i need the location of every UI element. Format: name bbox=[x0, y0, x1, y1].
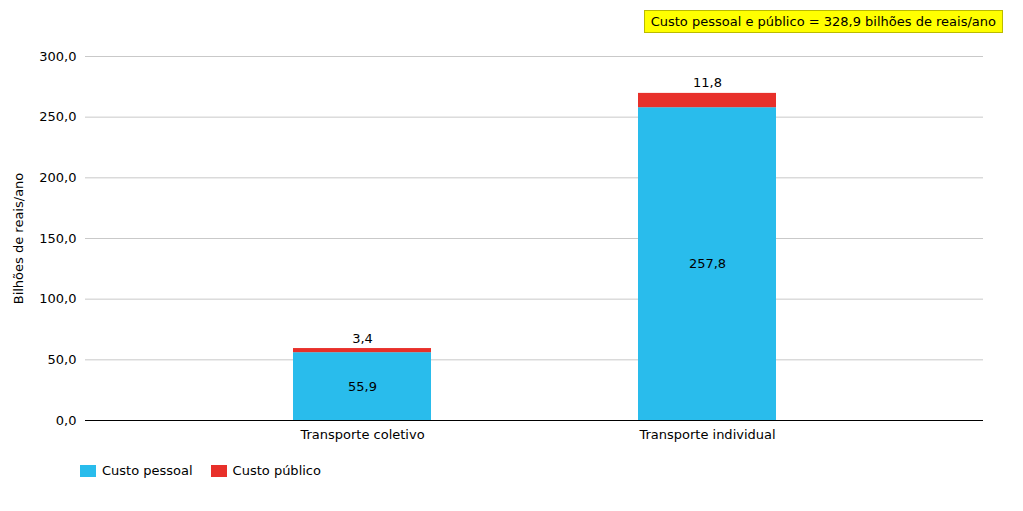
svg-text:0,0: 0,0 bbox=[56, 413, 77, 428]
svg-text:200,0: 200,0 bbox=[39, 170, 76, 185]
svg-text:11,8: 11,8 bbox=[693, 75, 722, 90]
svg-text:150,0: 150,0 bbox=[39, 231, 76, 246]
svg-text:300,0: 300,0 bbox=[39, 49, 76, 64]
html-text:Custo público: Custo público bbox=[232, 462, 321, 478]
svg-text:3,4: 3,4 bbox=[352, 331, 373, 346]
svg-text:Transporte individual: Transporte individual bbox=[638, 427, 775, 442]
svg-text:100,0: 100,0 bbox=[39, 291, 76, 306]
svg-text:50,0: 50,0 bbox=[48, 352, 77, 367]
svg-text:250,0: 250,0 bbox=[39, 109, 76, 124]
svg-text:Transporte coletivo: Transporte coletivo bbox=[299, 427, 424, 442]
svg-text:55,9: 55,9 bbox=[348, 379, 377, 394]
svg-text:Bilhões de reais/ano: Bilhões de reais/ano bbox=[11, 173, 26, 305]
html-text:Custo pessoal: Custo pessoal bbox=[102, 462, 193, 478]
svg-text:257,8: 257,8 bbox=[689, 256, 726, 271]
html-text:Custo pessoal e público = 328,: Custo pessoal e público = 328,9 bilhões … bbox=[650, 13, 996, 29]
